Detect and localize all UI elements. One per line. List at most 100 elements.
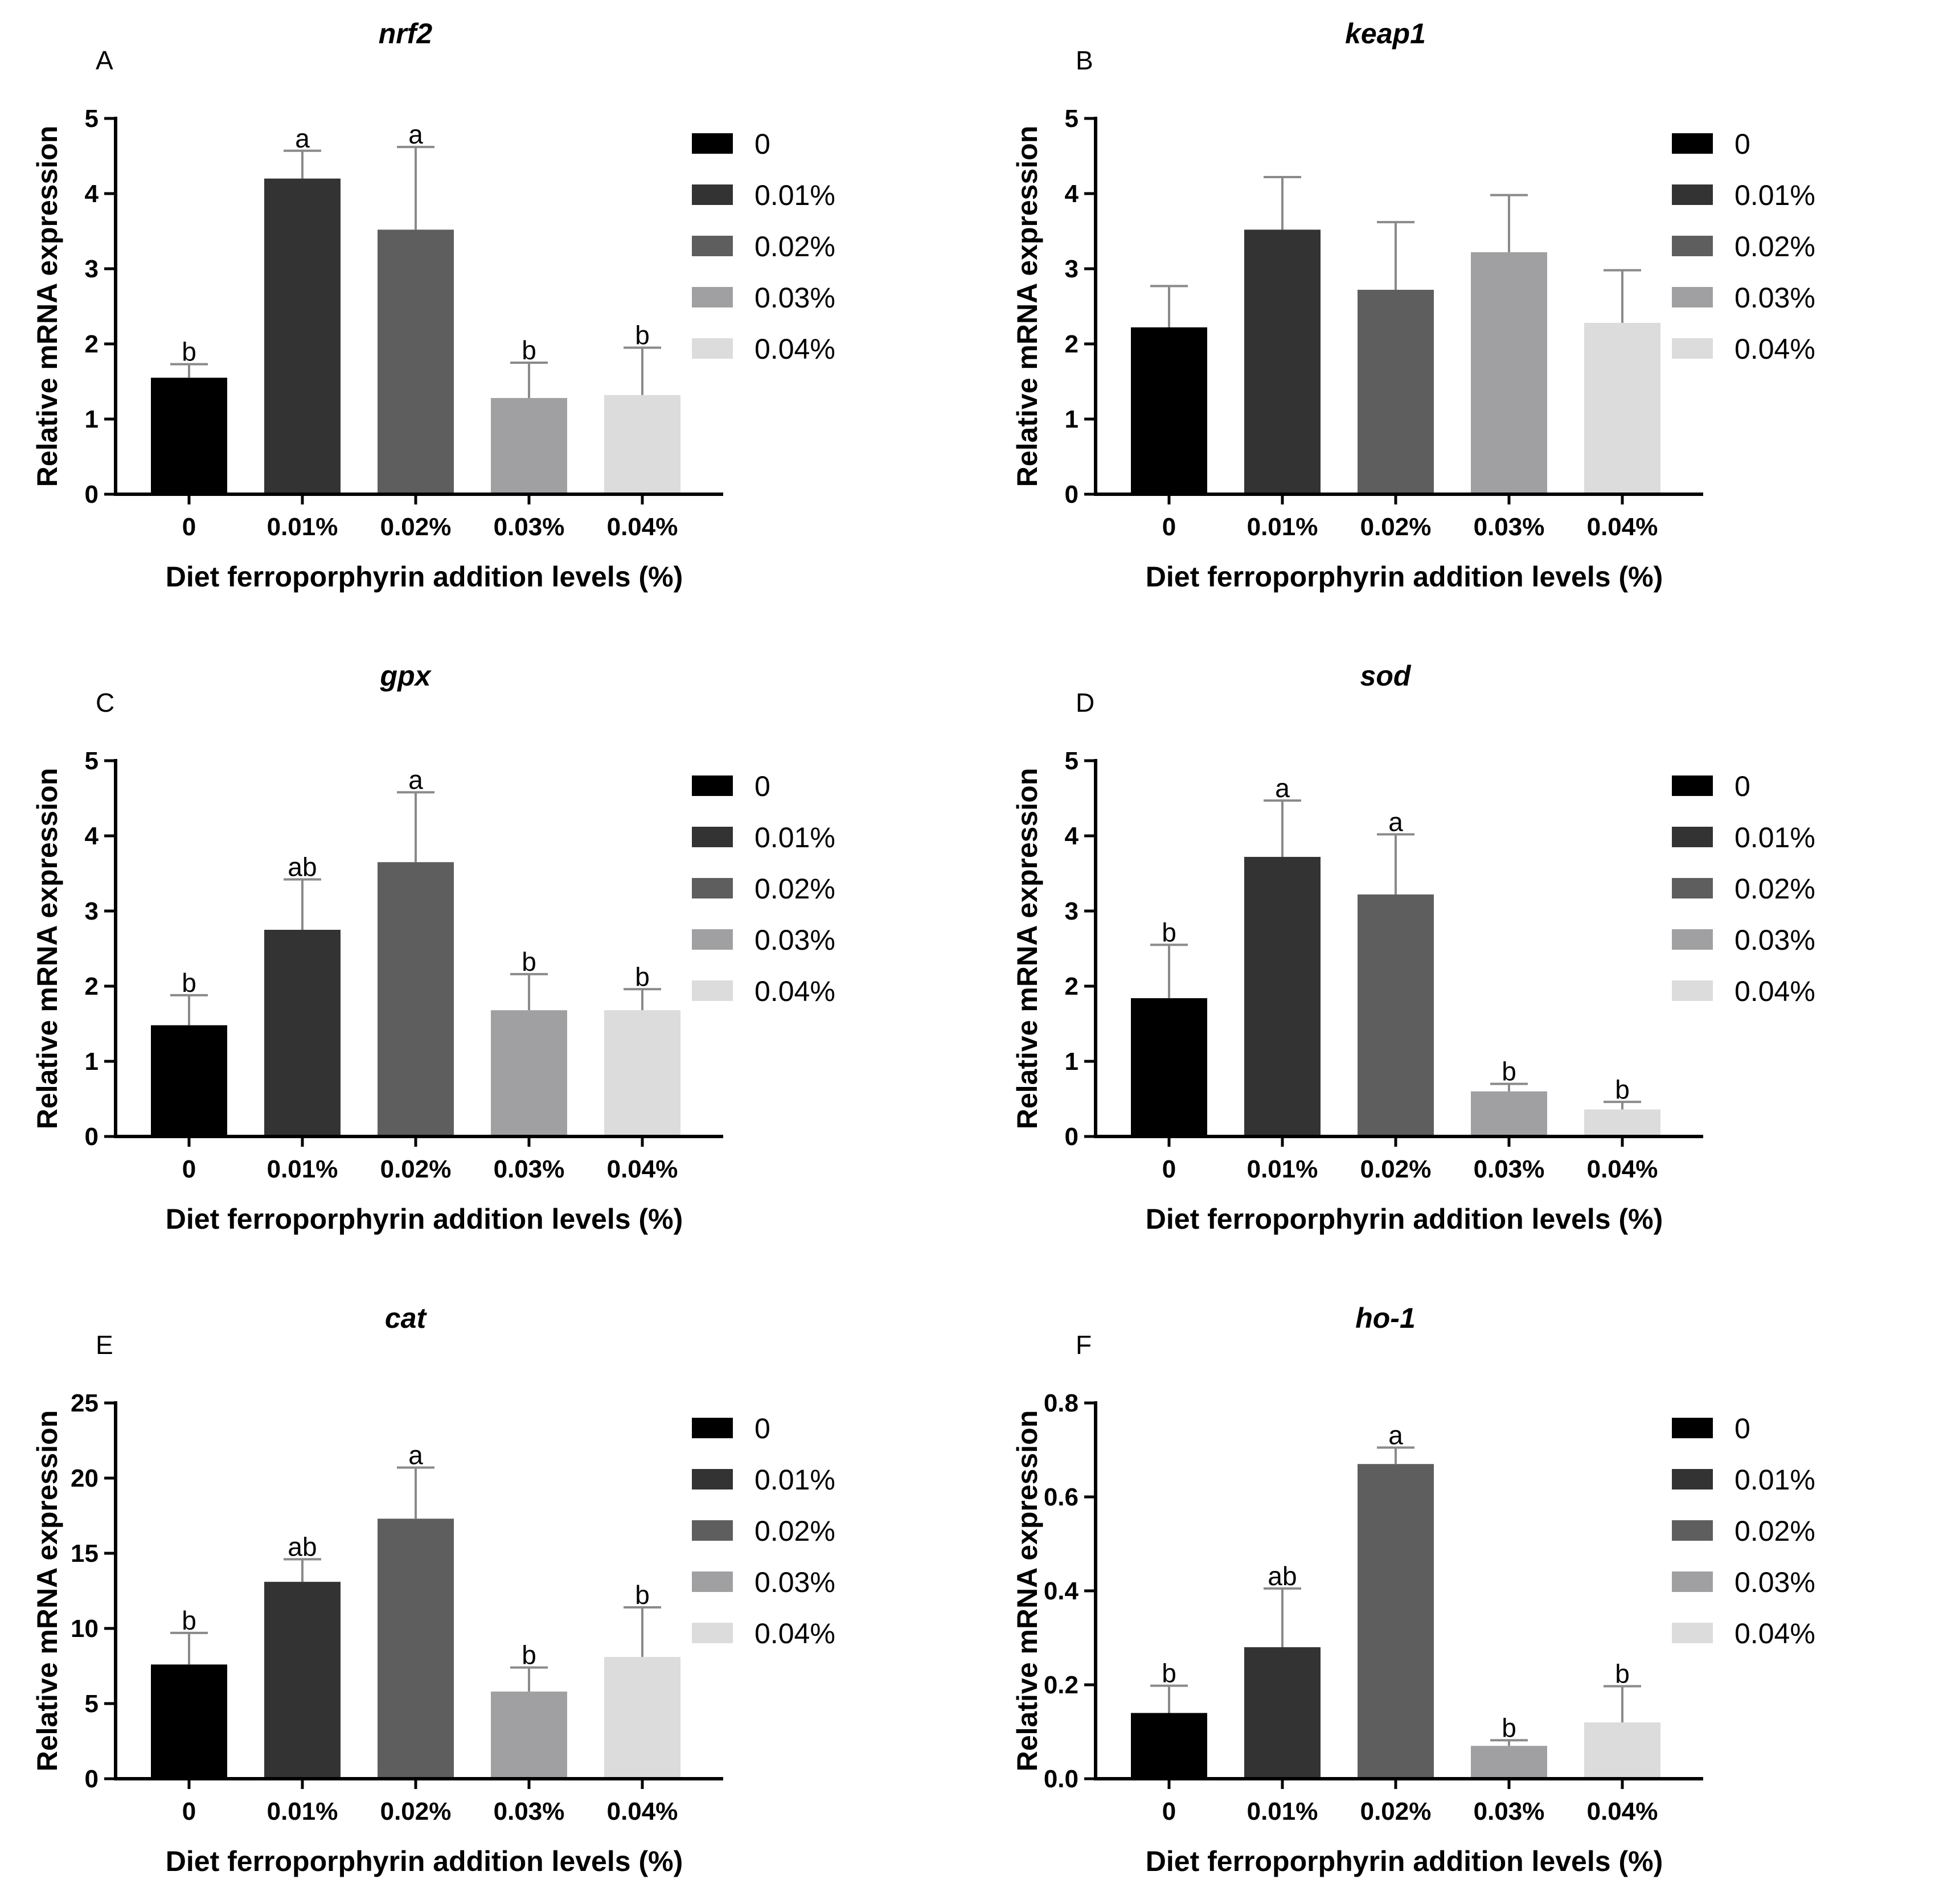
- error-bar: [1264, 175, 1301, 230]
- significance-letter: b: [522, 947, 536, 976]
- x-tick-label: 0: [1162, 1798, 1176, 1825]
- x-tick-label: 0.03%: [1474, 1798, 1545, 1825]
- significance-letter: b: [1502, 1713, 1516, 1742]
- bar: [151, 1664, 227, 1779]
- legend-swatch: [1672, 1520, 1713, 1541]
- error-bar: [170, 363, 208, 378]
- y-tick-label: 0: [85, 1765, 99, 1793]
- significance-letter: a: [1275, 773, 1290, 803]
- legend-swatch: [692, 184, 733, 205]
- y-tick-label: 10: [71, 1615, 99, 1643]
- bar: [1584, 323, 1660, 494]
- x-tick-label: 0.02%: [380, 513, 452, 541]
- significance-letter: b: [1162, 1659, 1176, 1688]
- x-tick-label: 0: [182, 513, 196, 541]
- significance-letter: ab: [288, 1532, 317, 1562]
- error-bar: [1490, 1739, 1528, 1746]
- significance-letter: b: [1162, 917, 1176, 947]
- bar: [1584, 1109, 1660, 1136]
- chart-title: gpx: [380, 660, 432, 692]
- significance-letter: a: [1388, 807, 1403, 836]
- y-tick-label: 1: [85, 405, 99, 433]
- x-tick-label: 0.04%: [1587, 513, 1658, 541]
- bar: [604, 1657, 680, 1779]
- error-bar: [284, 1558, 321, 1582]
- legend-label: 0: [755, 770, 770, 802]
- bar: [1244, 229, 1321, 494]
- x-tick-label: 0.04%: [607, 1798, 678, 1825]
- error-bar: [624, 988, 661, 1011]
- y-tick-label: 0.6: [1044, 1483, 1079, 1511]
- y-tick-label: 15: [71, 1540, 99, 1567]
- legend-swatch: [1672, 827, 1713, 847]
- legend-swatch: [1672, 980, 1713, 1001]
- legend-swatch: [692, 775, 733, 796]
- y-tick-label: 25: [71, 1389, 99, 1417]
- panel-letter: F: [1076, 1330, 1092, 1360]
- legend-swatch: [1672, 1571, 1713, 1592]
- legend-swatch: [692, 1520, 733, 1541]
- y-tick-label: 0.8: [1044, 1389, 1079, 1417]
- x-axis-title: Diet ferroporphyrin addition levels (%): [1146, 1845, 1663, 1877]
- x-tick-label: 0: [1162, 513, 1176, 541]
- error-bar: [1150, 285, 1188, 327]
- legend-swatch: [1672, 1418, 1713, 1438]
- error-bar: [170, 994, 208, 1025]
- legend-swatch: [692, 236, 733, 256]
- bar: [491, 1691, 567, 1779]
- significance-letter: b: [1615, 1074, 1630, 1104]
- bar: [378, 862, 454, 1136]
- y-tick-label: 5: [1065, 105, 1079, 133]
- y-tick-label: 2: [85, 972, 99, 1000]
- legend-label: 0.02%: [755, 873, 835, 905]
- legend-swatch: [1672, 287, 1713, 307]
- y-tick-label: 0.0: [1044, 1765, 1079, 1793]
- x-tick-label: 0.04%: [607, 1155, 678, 1183]
- error-bar: [510, 972, 548, 1011]
- x-axis-title: Diet ferroporphyrin addition levels (%): [1146, 561, 1663, 593]
- y-tick-label: 5: [85, 105, 99, 133]
- legend-label: 0.03%: [1735, 1566, 1815, 1598]
- y-tick-label: 0: [1065, 1123, 1079, 1151]
- bar: [1244, 1647, 1321, 1779]
- legend-swatch: [692, 929, 733, 950]
- significance-letter: b: [1502, 1057, 1516, 1086]
- bar: [1358, 1464, 1434, 1779]
- legend-swatch: [692, 1418, 733, 1438]
- y-axis-title: Relative mRNA expression: [1011, 126, 1043, 487]
- x-tick-label: 0: [182, 1798, 196, 1825]
- legend-label: 0: [755, 1413, 770, 1445]
- x-tick-label: 0.01%: [1247, 513, 1318, 541]
- y-axis-title: Relative mRNA expression: [31, 126, 63, 487]
- bar: [264, 1582, 341, 1779]
- error-bar: [1604, 269, 1641, 323]
- y-tick-label: 1: [85, 1048, 99, 1076]
- error-bar: [510, 1666, 548, 1692]
- x-axis-title: Diet ferroporphyrin addition levels (%): [166, 1203, 683, 1235]
- chart-title: nrf2: [379, 18, 433, 50]
- y-tick-label: 1: [1065, 405, 1079, 433]
- error-bar: [170, 1631, 208, 1665]
- error-bar: [1150, 943, 1188, 999]
- legend-swatch: [1672, 236, 1713, 256]
- legend-swatch: [1672, 133, 1713, 154]
- significance-letter: b: [635, 962, 650, 991]
- y-tick-label: 4: [85, 822, 99, 850]
- x-axis-title: Diet ferroporphyrin addition levels (%): [166, 1845, 683, 1877]
- bar: [1131, 327, 1207, 494]
- legend-label: 0.04%: [755, 1618, 835, 1649]
- legend-label: 0.02%: [755, 1515, 835, 1547]
- bar: [491, 398, 567, 494]
- legend-label: 0: [1735, 770, 1750, 802]
- error-bar: [1377, 1446, 1414, 1464]
- chart-title: sod: [1360, 660, 1412, 692]
- error-bar: [284, 149, 321, 179]
- legend-swatch: [1672, 338, 1713, 359]
- x-tick-label: 0.01%: [1247, 1798, 1318, 1825]
- x-tick-label: 0.02%: [380, 1798, 452, 1825]
- y-tick-label: 2: [1065, 330, 1079, 358]
- y-tick-label: 3: [85, 897, 99, 925]
- legend-swatch: [1672, 878, 1713, 898]
